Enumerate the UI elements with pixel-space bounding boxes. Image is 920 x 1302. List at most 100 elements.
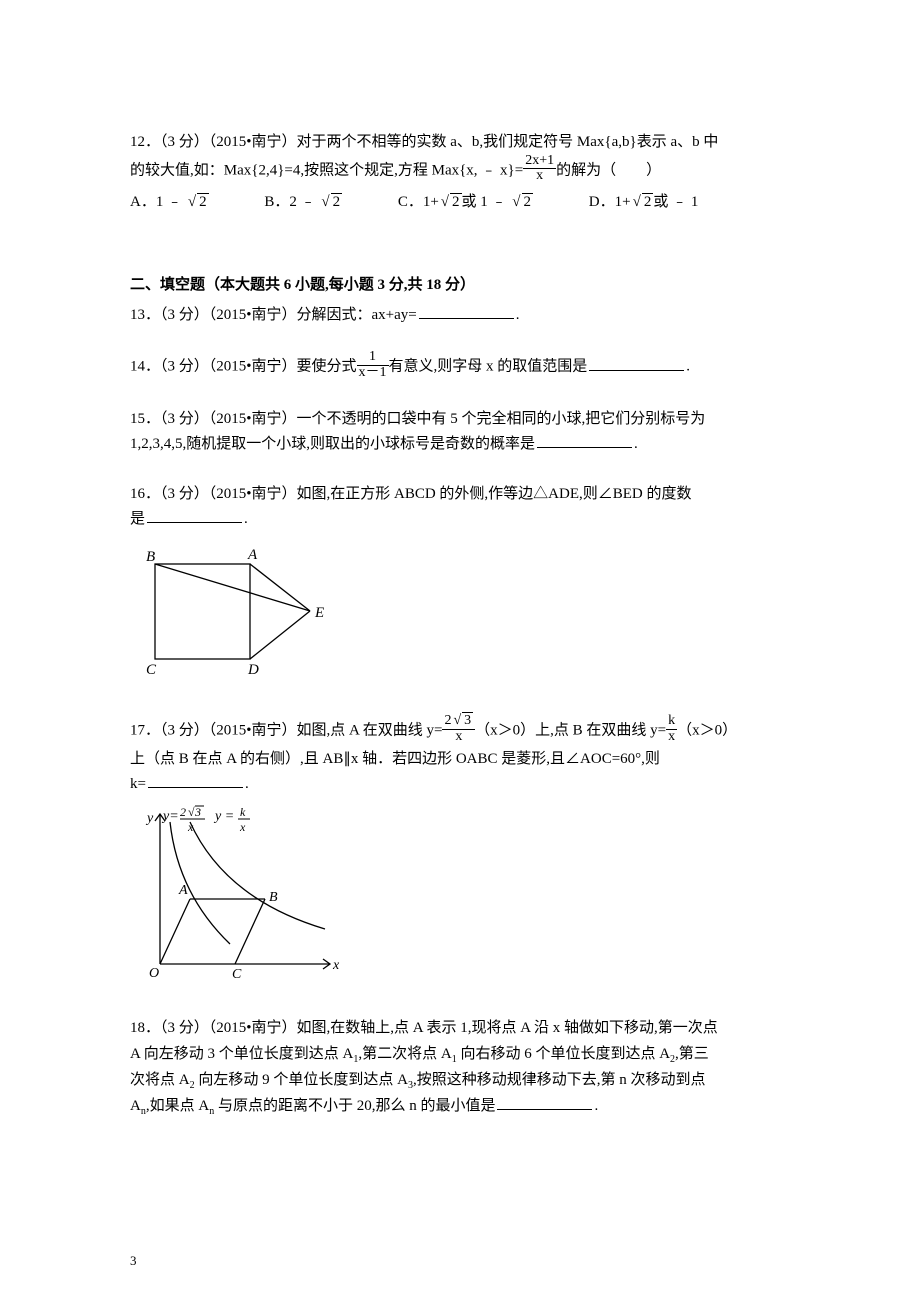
q17-num2: k bbox=[666, 714, 677, 730]
q12-options: A．1 ﹣ √2 B．2 ﹣ √2 C．1+√2或 1 ﹣ √2 D．1+√2或… bbox=[130, 190, 800, 216]
eq1-y: y= bbox=[161, 809, 179, 824]
sqrt-val: 2 bbox=[642, 193, 654, 210]
q16-l2: 是 bbox=[130, 511, 145, 527]
q16-figure: B A E C D bbox=[130, 539, 800, 689]
q17-l2: 上（点 B 在点 A 的右侧）,且 AB∥x 轴．若四边形 OABC 是菱形,且… bbox=[130, 747, 800, 773]
eq1-3: 3 bbox=[194, 805, 201, 819]
blank-input[interactable] bbox=[147, 507, 242, 523]
page-number: 3 bbox=[130, 1250, 137, 1272]
q12-line1: 12．（3 分）（2015•南宁）对于两个不相等的实数 a、b,我们规定符号 M… bbox=[130, 130, 800, 156]
q12-frac: 2x+1x bbox=[523, 154, 556, 184]
q18-l2c: 向右移动 6 个单位长度到达点 A bbox=[457, 1046, 670, 1062]
q15-l1: 15．（3 分）（2015•南宁）一个不透明的口袋中有 5 个完全相同的小球,把… bbox=[130, 407, 800, 433]
q12-line2: 的较大值,如：Max{2,4}=4,按照这个规定,方程 Max{x, ﹣ x}=… bbox=[130, 156, 800, 186]
q18-l2: A 向左移动 3 个单位长度到达点 A1,第二次将点 A1 向右移动 6 个单位… bbox=[130, 1042, 800, 1068]
label-C: C bbox=[146, 662, 157, 678]
q17-den1: x bbox=[442, 730, 475, 745]
q17-num1: 2√3 bbox=[442, 714, 475, 730]
sqrt-icon: √2 bbox=[631, 190, 654, 216]
label-O: O bbox=[149, 966, 159, 979]
eq2-y: y = bbox=[213, 809, 234, 824]
q12-opt-a: A．1 ﹣ √2 bbox=[130, 190, 209, 216]
sqrt-icon: √2 bbox=[439, 190, 462, 216]
q18-l2d: ,第三 bbox=[675, 1046, 709, 1062]
q12-opt-d: D．1+√2或 ﹣ 1 bbox=[589, 190, 699, 216]
q12-frac-den: x bbox=[523, 169, 556, 184]
q15-l2: 1,2,3,4,5,随机提取一个小球,则取出的小球标号是奇数的概率是 bbox=[130, 436, 535, 452]
blank-input[interactable] bbox=[148, 772, 243, 788]
q12-opt-c-pre: C．1+ bbox=[398, 194, 439, 210]
q18-l4: An,如果点 An 与原点的距离不小于 20,那么 n 的最小值是. bbox=[130, 1094, 800, 1120]
label-D: D bbox=[247, 662, 259, 678]
label-B: B bbox=[269, 890, 278, 905]
label-B: B bbox=[146, 549, 155, 565]
q18-l2b: ,第二次将点 A bbox=[358, 1046, 451, 1062]
sqrt-icon: √3 bbox=[451, 714, 473, 729]
q18-l3d: ,按照这种移动规律移动下去,第 n 次移动到点 bbox=[413, 1072, 706, 1088]
q17-mid2: （x＞0） bbox=[677, 723, 737, 739]
q18-l2a: A 向左移动 3 个单位长度到达点 A bbox=[130, 1046, 353, 1062]
q18-l4b: ,如果点 A bbox=[146, 1098, 209, 1114]
q16-suffix: . bbox=[244, 511, 248, 527]
q18-l3: 次将点 A2 向左移动 9 个单位长度到达点 A3,按照这种移动规律移动下去,第… bbox=[130, 1068, 800, 1094]
eq2-x: x bbox=[239, 820, 246, 834]
sqrt-icon: √2 bbox=[510, 190, 533, 216]
q17-pre: 17．（3 分）（2015•南宁）如图,点 A 在双曲线 y= bbox=[130, 723, 442, 739]
sqrt-icon: √2 bbox=[319, 190, 342, 216]
q12-opt-c: C．1+√2或 1 ﹣ √2 bbox=[398, 190, 533, 216]
sqrt-val: 3 bbox=[462, 712, 473, 728]
eq1-sqrt: √ bbox=[188, 805, 195, 819]
sqrt-val: 2 bbox=[197, 193, 209, 210]
q12-frac-num: 2x+1 bbox=[523, 154, 556, 170]
q13-text: 13．（3 分）（2015•南宁）分解因式：ax+ay= bbox=[130, 307, 417, 323]
section-2-heading: 二、填空题（本大题共 6 小题,每小题 3 分,共 18 分） bbox=[130, 273, 800, 299]
question-15: 15．（3 分）（2015•南宁）一个不透明的口袋中有 5 个完全相同的小球,把… bbox=[130, 407, 800, 458]
q12-opt-c-mid: 或 1 ﹣ bbox=[462, 194, 511, 210]
question-17: 17．（3 分）（2015•南宁）如图,点 A 在双曲线 y=2√3x（x＞0）… bbox=[130, 716, 800, 988]
q18-l4a: A bbox=[130, 1098, 141, 1114]
sqrt-val: 2 bbox=[450, 193, 462, 210]
q14-suffix: . bbox=[686, 359, 690, 375]
label-E: E bbox=[314, 605, 324, 621]
q18-l1: 18．（3 分）（2015•南宁）如图,在数轴上,点 A 表示 1,现将点 A … bbox=[130, 1016, 800, 1042]
q18-suffix: . bbox=[594, 1098, 598, 1114]
q13-suffix: . bbox=[516, 307, 520, 323]
q17-l3: k= bbox=[130, 776, 146, 792]
label-C: C bbox=[232, 967, 242, 979]
q12-opt-d-pre: D．1+ bbox=[589, 194, 631, 210]
sqrt-val: 2 bbox=[331, 193, 343, 210]
label-y: y bbox=[145, 811, 154, 826]
blank-input[interactable] bbox=[537, 432, 632, 448]
q17-svg: y x O A B C y= 2 √ 3 x y = k bbox=[130, 804, 345, 979]
q14-post: 有意义,则字母 x 的取值范围是 bbox=[389, 359, 588, 375]
sqrt-val: 2 bbox=[522, 193, 534, 210]
eq1-2: 2 bbox=[180, 805, 186, 819]
blank-input[interactable] bbox=[497, 1094, 592, 1110]
q12-opt-b-pre: B．2 ﹣ bbox=[264, 194, 319, 210]
q17-frac2: kx bbox=[666, 714, 677, 744]
label-A: A bbox=[247, 547, 258, 563]
question-16: 16．（3 分）（2015•南宁）如图,在正方形 ABCD 的外侧,作等边△AD… bbox=[130, 482, 800, 689]
q18-l3c: A bbox=[397, 1072, 408, 1088]
q12-l2b: 的解为（ ） bbox=[556, 162, 661, 178]
label-A: A bbox=[178, 883, 188, 898]
q17-frac1: 2√3x bbox=[442, 714, 475, 744]
q15-suffix: . bbox=[634, 436, 638, 452]
q14-frac: 1x－1 bbox=[357, 350, 389, 380]
q18-l3a: 次将点 A bbox=[130, 1072, 190, 1088]
q12-opt-a-pre: A．1 ﹣ bbox=[130, 194, 186, 210]
eq2-k: k bbox=[240, 805, 246, 819]
label-x: x bbox=[332, 958, 340, 973]
question-13: 13．（3 分）（2015•南宁）分解因式：ax+ay=. bbox=[130, 303, 800, 329]
question-18: 18．（3 分）（2015•南宁）如图,在数轴上,点 A 表示 1,现将点 A … bbox=[130, 1016, 800, 1120]
q12-opt-b: B．2 ﹣ √2 bbox=[264, 190, 342, 216]
sqrt-icon: √2 bbox=[186, 190, 209, 216]
q16-svg: B A E C D bbox=[130, 539, 330, 679]
question-12: 12．（3 分）（2015•南宁）对于两个不相等的实数 a、b,我们规定符号 M… bbox=[130, 130, 800, 215]
blank-input[interactable] bbox=[589, 355, 684, 371]
q17-suffix: . bbox=[245, 776, 249, 792]
q14-pre: 14．（3 分）（2015•南宁）要使分式 bbox=[130, 359, 357, 375]
q14-num: 1 bbox=[357, 350, 389, 366]
q18-l4c: 与原点的距离不小于 20,那么 n 的最小值是 bbox=[214, 1098, 495, 1114]
blank-input[interactable] bbox=[419, 303, 514, 319]
